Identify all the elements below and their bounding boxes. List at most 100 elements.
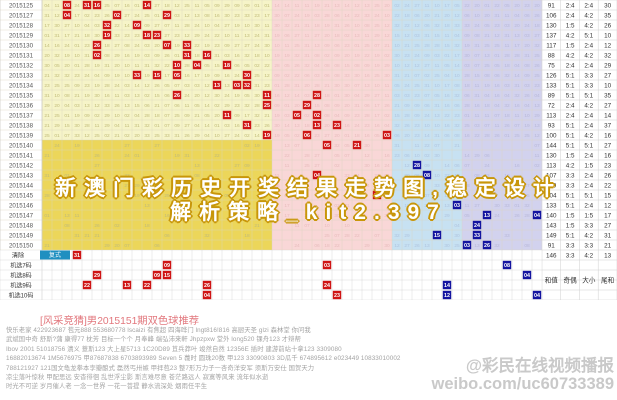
svg-text:06: 06 [284, 33, 290, 39]
svg-text:106: 106 [546, 12, 557, 19]
svg-text:12: 12 [54, 13, 60, 19]
svg-text:05: 05 [204, 113, 210, 119]
svg-text:07: 07 [64, 133, 70, 139]
svg-text:10: 10 [274, 43, 280, 49]
svg-text:16: 16 [514, 163, 520, 169]
svg-text:16: 16 [384, 153, 390, 159]
svg-text:30: 30 [94, 33, 100, 39]
svg-text:32: 32 [204, 233, 210, 239]
svg-text:04: 04 [194, 63, 200, 69]
svg-text:31: 31 [244, 123, 250, 129]
svg-text:144: 144 [546, 142, 557, 149]
svg-text:04: 04 [504, 93, 510, 99]
svg-text:12: 12 [414, 63, 420, 69]
svg-text:08: 08 [124, 43, 130, 49]
svg-text:18: 18 [154, 113, 160, 119]
svg-text:01: 01 [334, 93, 340, 99]
svg-text:09: 09 [84, 113, 90, 119]
svg-text:24: 24 [484, 163, 490, 169]
svg-text:30: 30 [344, 93, 350, 99]
svg-text:10: 10 [414, 153, 420, 159]
svg-text:31: 31 [134, 123, 140, 129]
svg-text:25: 25 [64, 83, 70, 89]
svg-text:08: 08 [364, 23, 370, 29]
svg-text:29: 29 [534, 113, 540, 119]
svg-text:06: 06 [424, 103, 430, 109]
svg-text:22: 22 [164, 63, 170, 69]
svg-text:27: 27 [224, 23, 230, 29]
svg-text:32: 32 [604, 52, 612, 59]
svg-text:24: 24 [404, 3, 410, 9]
svg-text:31: 31 [294, 83, 300, 89]
svg-text:07: 07 [294, 143, 300, 149]
svg-text:01: 01 [64, 113, 70, 119]
svg-text:19: 19 [314, 3, 320, 9]
svg-text:03: 03 [304, 93, 310, 99]
svg-text:29: 29 [374, 33, 380, 39]
svg-text:20: 20 [474, 3, 480, 9]
svg-text:04: 04 [524, 103, 530, 109]
svg-text:21: 21 [194, 113, 200, 119]
svg-text:31: 31 [254, 83, 260, 89]
svg-text:20: 20 [404, 133, 410, 139]
svg-text:29: 29 [54, 123, 60, 129]
svg-text:31: 31 [434, 103, 440, 109]
svg-text:11: 11 [235, 33, 240, 39]
svg-text:06: 06 [404, 153, 410, 159]
svg-text:28: 28 [434, 43, 440, 49]
svg-text:20: 20 [44, 53, 50, 59]
svg-text:20: 20 [114, 63, 120, 69]
svg-text:20: 20 [324, 123, 330, 129]
svg-text:19: 19 [324, 23, 330, 29]
svg-text:10: 10 [74, 23, 80, 29]
svg-text:24: 24 [74, 3, 80, 9]
svg-text:06: 06 [424, 23, 430, 29]
svg-text:09: 09 [364, 63, 370, 69]
svg-text:23: 23 [84, 83, 90, 89]
svg-text:04: 04 [214, 23, 220, 29]
svg-text:33: 33 [474, 233, 480, 239]
svg-text:10: 10 [454, 73, 460, 79]
svg-text:05: 05 [344, 143, 350, 149]
svg-text:07: 07 [414, 73, 420, 79]
svg-text:04: 04 [514, 13, 520, 19]
svg-text:32: 32 [434, 23, 440, 29]
svg-text:11: 11 [385, 93, 390, 99]
svg-text:18: 18 [404, 13, 410, 19]
svg-text:5:1: 5:1 [584, 142, 593, 149]
svg-text:20: 20 [444, 13, 450, 19]
svg-text:14: 14 [274, 3, 280, 9]
svg-text:10: 10 [524, 113, 530, 119]
svg-text:05: 05 [164, 83, 170, 89]
svg-text:32: 32 [514, 93, 520, 99]
svg-text:32: 32 [304, 63, 310, 69]
svg-text:23: 23 [154, 33, 160, 39]
svg-text:05: 05 [204, 3, 210, 9]
svg-text:22: 22 [334, 243, 340, 249]
svg-text:16: 16 [274, 93, 280, 99]
svg-text:130: 130 [546, 152, 557, 159]
svg-text:07: 07 [164, 113, 170, 119]
svg-text:03: 03 [234, 83, 240, 89]
svg-text:11: 11 [125, 123, 130, 129]
svg-text:2015130: 2015130 [9, 42, 34, 49]
svg-text:17: 17 [44, 23, 50, 29]
svg-text:2015125: 2015125 [9, 2, 34, 9]
svg-text:30: 30 [384, 73, 390, 79]
svg-text:30: 30 [254, 93, 260, 99]
svg-text:09: 09 [174, 123, 180, 129]
svg-text:19: 19 [104, 33, 110, 39]
svg-text:11: 11 [505, 43, 510, 49]
svg-text:09: 09 [164, 263, 170, 269]
svg-text:22: 22 [464, 3, 470, 9]
svg-text:26: 26 [94, 153, 100, 159]
svg-text:32: 32 [454, 123, 460, 129]
svg-text:15: 15 [314, 103, 320, 109]
svg-text:27: 27 [224, 133, 230, 139]
svg-text:04: 04 [354, 93, 360, 99]
svg-text:24: 24 [184, 93, 190, 99]
svg-text:21: 21 [354, 143, 360, 149]
svg-text:21: 21 [384, 43, 390, 49]
svg-text:06: 06 [524, 13, 530, 19]
svg-text:奇偶: 奇偶 [564, 275, 578, 284]
